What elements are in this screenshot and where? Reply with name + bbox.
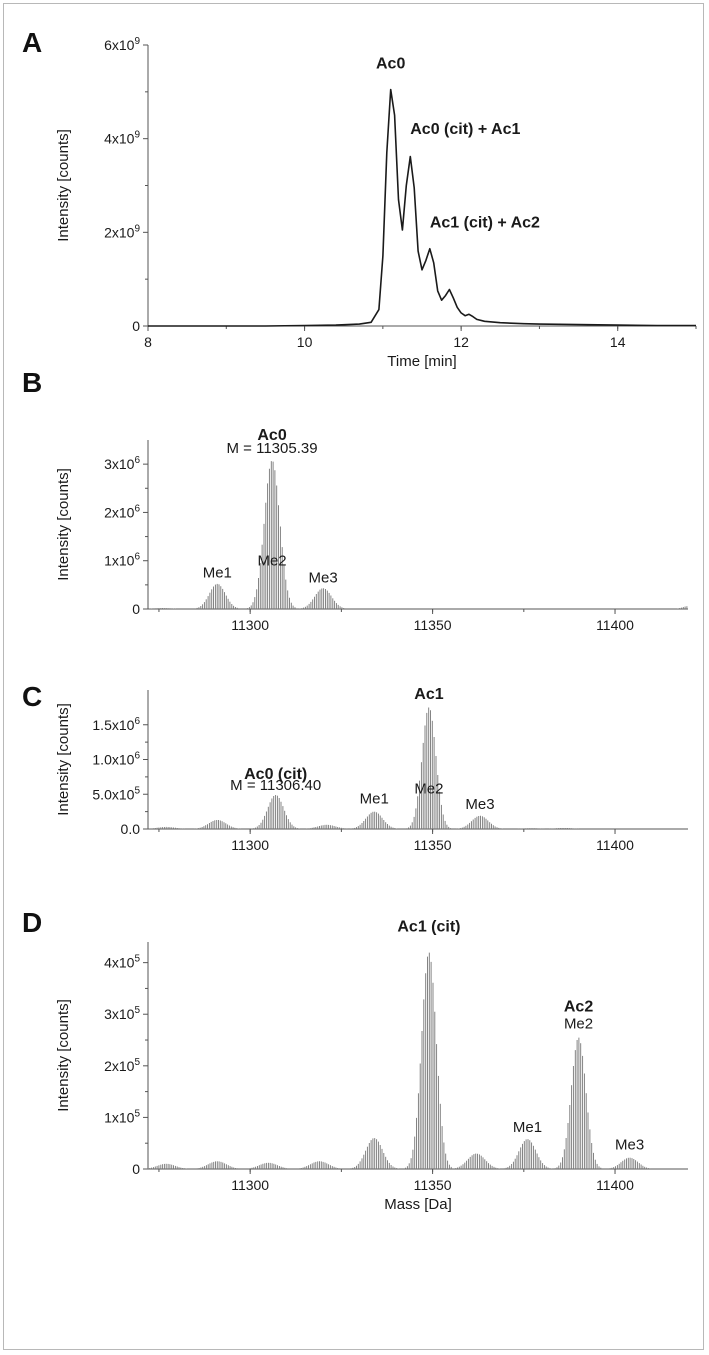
panel-letter: C	[22, 681, 42, 712]
spectrum-peak	[609, 1157, 651, 1169]
peak-label: Ac0 (cit)	[244, 766, 307, 783]
spectrum-peak	[147, 826, 185, 829]
y-tick-label: 1x105	[104, 1108, 140, 1125]
spectrum-peak	[194, 583, 240, 609]
figure-frame	[3, 3, 704, 1350]
spectrum-peak	[456, 815, 503, 829]
spectrum-peak	[247, 1162, 289, 1169]
peak-label: Ac1	[414, 686, 443, 703]
peak-sublabel: Me2	[414, 781, 443, 798]
x-tick-label: 11350	[414, 617, 452, 633]
spectrum-peak	[298, 1161, 341, 1169]
peak-sublabel: M = 11305.39	[227, 440, 318, 457]
x-tick-label: 11350	[414, 1177, 452, 1193]
peak-label: Ac2	[564, 999, 593, 1016]
peak-label: Ac0 (cit) + Ac1	[410, 121, 520, 138]
y-tick-label: 1.0x106	[92, 751, 140, 768]
peak-label: Ac0	[257, 427, 286, 444]
y-tick-label: 4x105	[104, 954, 140, 971]
spectrum-peak	[251, 795, 300, 829]
spectrum-peak	[306, 824, 348, 829]
panel-letter: D	[22, 907, 42, 938]
spectrum-peak	[406, 707, 451, 829]
x-tick-label: 12	[453, 334, 469, 350]
x-tick-label: 10	[297, 334, 313, 350]
y-tick-label: 6x109	[104, 36, 140, 53]
spectrum-peak	[299, 588, 346, 609]
x-axis-title: Mass [Da]	[384, 1196, 452, 1213]
spectrum-peak	[677, 606, 688, 609]
x-tick-label: 11400	[596, 617, 634, 633]
y-axis-title: Intensity [counts]	[55, 999, 72, 1112]
peak-sublabel: Me2	[564, 1016, 593, 1033]
x-tick-label: 11300	[231, 837, 269, 853]
y-tick-label: 5.0x105	[92, 785, 140, 802]
x-tick-label: 8	[144, 334, 152, 350]
x-tick-label: 11300	[231, 1177, 269, 1193]
y-tick-label: 2x109	[104, 223, 140, 240]
y-axis-title: Intensity [counts]	[55, 703, 72, 816]
y-tick-label: 1x106	[104, 552, 140, 569]
panel-d: D 0 1x105 2x105 3x105 4x105 11300 11350 11400 Int…	[22, 907, 688, 1213]
y-tick-label: 0	[132, 318, 140, 334]
y-axis-title: Intensity [counts]	[55, 468, 72, 581]
spectrum-peak	[503, 1139, 553, 1169]
y-tick-label: 2x105	[104, 1057, 140, 1074]
peak-sublabel: M = 11306.40	[230, 777, 321, 794]
panel-c: C 0.0 5.0x105 1.0x106 1.5x106 11300 11350 11400…	[22, 681, 688, 853]
spectrum-peak	[194, 820, 241, 829]
spectrum-peak	[548, 828, 579, 829]
y-tick-label: 3x106	[104, 455, 140, 472]
y-tick-label: 2x106	[104, 503, 140, 520]
peak-sublabel: Me1	[360, 790, 389, 807]
peak-sublabel: Me2	[257, 553, 286, 570]
x-tick-label: 11350	[414, 837, 452, 853]
spectrum-peak	[554, 1037, 602, 1169]
panel-b: B 0 1x106 2x106 3x106 11300 11350 11400 Intensit…	[22, 367, 688, 633]
y-tick-label: 1.5x106	[92, 716, 140, 733]
x-tick-label: 11400	[596, 1177, 634, 1193]
panel-letter: A	[22, 27, 42, 58]
spectrum-peak	[247, 461, 296, 609]
x-tick-label: 11400	[596, 837, 634, 853]
y-tick-label: 0	[132, 1161, 140, 1177]
spectrum-peak	[350, 811, 398, 829]
peak-sublabel: Me1	[513, 1119, 542, 1136]
chromatogram-line	[148, 88, 696, 327]
peak-label: Ac1 (cit)	[397, 919, 460, 936]
peak-label: Ac0	[376, 55, 405, 72]
x-tick-label: 11300	[231, 617, 269, 633]
y-tick-label: 3x105	[104, 1005, 140, 1022]
peak-sublabel: Me3	[309, 569, 338, 586]
peak-sublabel: Me1	[203, 565, 232, 582]
spectrum-peak	[453, 1153, 500, 1169]
y-tick-label: 0	[132, 601, 140, 617]
y-tick-label: 4x109	[104, 130, 140, 147]
peak-sublabel: Me3	[615, 1136, 644, 1153]
spectrum-peak	[517, 828, 545, 829]
x-axis-title: Time [min]	[387, 353, 456, 370]
peak-label: Ac1 (cit) + Ac2	[430, 215, 540, 232]
y-axis-title: Intensity [counts]	[55, 129, 72, 242]
peak-sublabel: Me3	[465, 796, 494, 813]
y-tick-label: 0.0	[121, 821, 141, 837]
panel-a: A 0 2x109 4x109 6x109 8 10 12 14 Intensity [count…	[22, 27, 697, 370]
panel-letter: B	[22, 367, 42, 398]
spectrum-peak	[350, 1138, 399, 1169]
spectrum-peak	[405, 952, 452, 1169]
spectrum-peak	[196, 1161, 238, 1169]
spectrum-peak	[149, 608, 176, 609]
spectrum-peak	[147, 1163, 187, 1169]
x-tick-label: 14	[610, 334, 626, 350]
